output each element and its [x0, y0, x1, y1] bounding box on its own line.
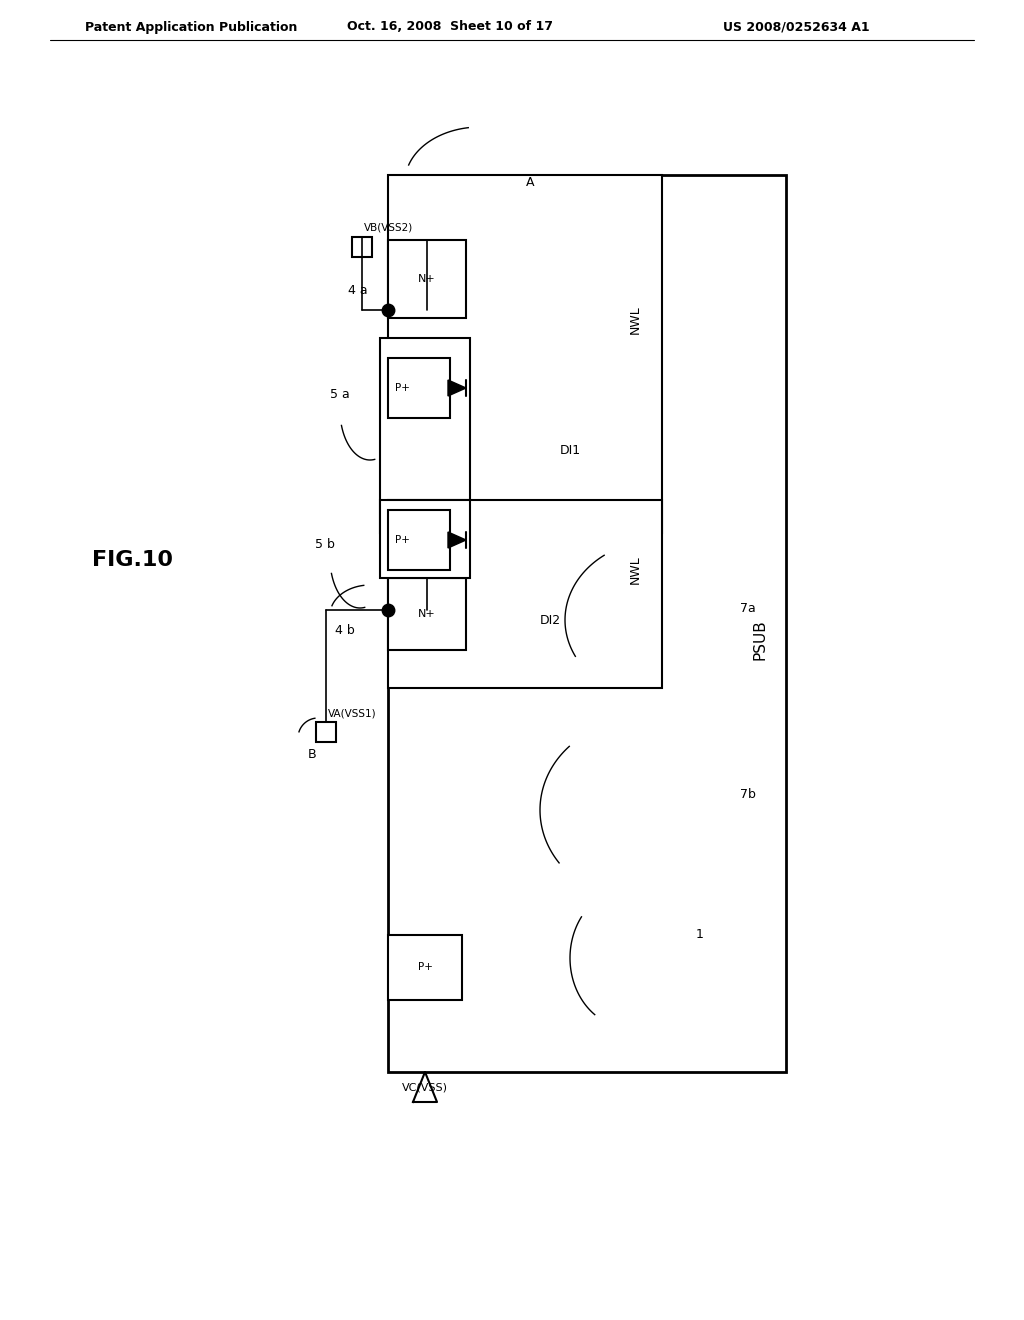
Bar — [380, 338, 470, 533]
Bar — [388, 176, 662, 533]
Text: 5 b: 5 b — [315, 539, 335, 552]
Text: Oct. 16, 2008  Sheet 10 of 17: Oct. 16, 2008 Sheet 10 of 17 — [347, 21, 553, 33]
Bar — [388, 935, 462, 1001]
Text: VC(VSS): VC(VSS) — [402, 1082, 449, 1093]
Bar — [352, 238, 372, 257]
Bar — [388, 510, 450, 570]
Text: FIG.10: FIG.10 — [92, 550, 173, 570]
Text: 7b: 7b — [740, 788, 756, 801]
Bar — [388, 240, 466, 318]
Text: PSUB: PSUB — [753, 619, 768, 660]
Text: P+: P+ — [394, 383, 410, 393]
Text: B: B — [308, 748, 316, 762]
Polygon shape — [449, 380, 466, 396]
Text: N+: N+ — [418, 609, 436, 619]
Text: DI1: DI1 — [560, 444, 582, 457]
Text: Patent Application Publication: Patent Application Publication — [85, 21, 297, 33]
Text: 7a: 7a — [740, 602, 756, 615]
Polygon shape — [449, 532, 466, 548]
Bar — [316, 722, 336, 742]
Bar — [388, 176, 786, 1072]
Bar — [380, 500, 470, 578]
Bar — [388, 358, 450, 418]
Text: N+: N+ — [418, 275, 436, 284]
Bar — [388, 500, 662, 688]
Text: NWL: NWL — [629, 306, 641, 334]
Bar — [388, 578, 466, 649]
Text: 1: 1 — [696, 928, 703, 941]
Text: DI2: DI2 — [540, 614, 561, 627]
Text: 4 b: 4 b — [335, 623, 355, 636]
Text: NWL: NWL — [629, 556, 641, 585]
Text: VB(VSS2): VB(VSS2) — [364, 222, 414, 232]
Text: US 2008/0252634 A1: US 2008/0252634 A1 — [723, 21, 870, 33]
Text: P+: P+ — [418, 962, 432, 973]
Text: 5 a: 5 a — [331, 388, 350, 401]
Text: A: A — [525, 176, 535, 189]
Text: VA(VSS1): VA(VSS1) — [328, 709, 377, 719]
Text: 4 a: 4 a — [348, 284, 368, 297]
Text: P+: P+ — [394, 535, 410, 545]
